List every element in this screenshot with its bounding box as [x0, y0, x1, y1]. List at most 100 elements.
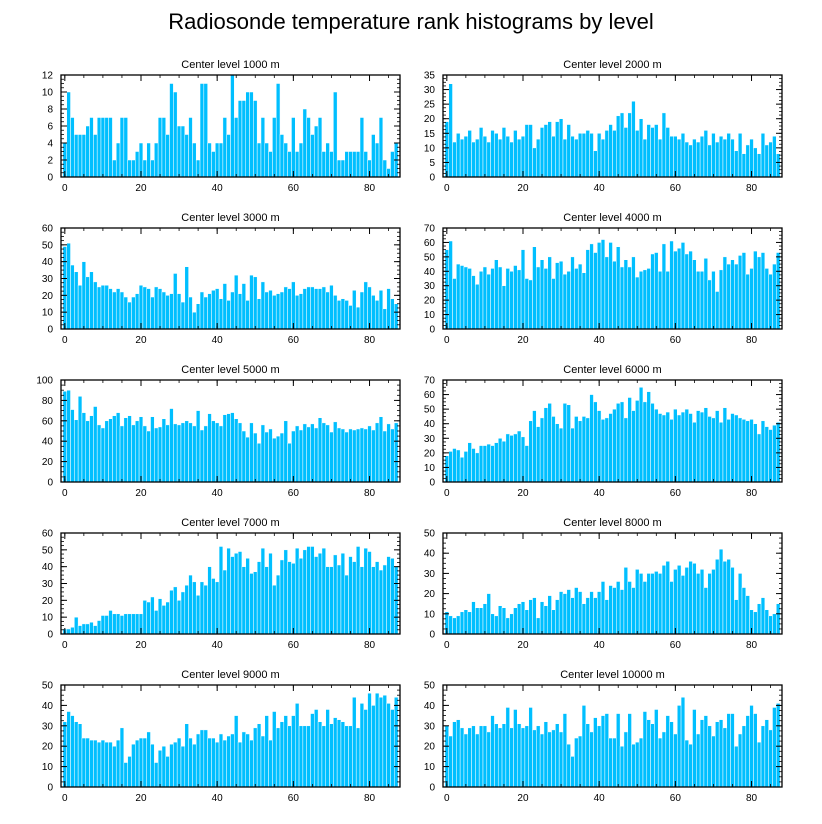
histogram-bar [482, 725, 488, 788]
histogram-bar [597, 591, 602, 635]
histogram-bar [344, 431, 349, 483]
histogram-bar [597, 242, 602, 330]
histogram-bar [456, 719, 461, 788]
histogram-bar [532, 147, 537, 178]
histogram-bar [555, 723, 560, 788]
histogram-bar [272, 711, 277, 788]
histogram-bar [509, 271, 514, 330]
histogram-bar [619, 589, 625, 635]
histogram-bar [448, 83, 453, 178]
histogram-bar [665, 561, 670, 635]
histogram-bar [314, 556, 319, 635]
histogram-bar [638, 387, 644, 483]
histogram-bar [89, 271, 94, 330]
histogram-bar [452, 721, 457, 788]
histogram-bar [619, 401, 625, 483]
histogram-bar [669, 240, 674, 330]
histogram-bar [635, 276, 640, 330]
y-tick-label: 0 [47, 325, 53, 336]
y-tick-label: 20 [424, 114, 436, 125]
histogram-bar [608, 124, 613, 178]
histogram-bar [119, 117, 125, 178]
histogram-bar [260, 424, 266, 483]
histogram-bar [703, 258, 708, 330]
histogram-bar [497, 727, 503, 788]
histogram-bar [711, 133, 716, 178]
histogram-bar [688, 743, 693, 788]
histogram-bar [180, 745, 186, 788]
histogram-bar [348, 725, 353, 788]
histogram-bar [230, 291, 235, 330]
histogram-bar [612, 408, 617, 483]
histogram-bar [696, 271, 701, 330]
histogram-bar [161, 117, 166, 178]
histogram-bar [486, 273, 491, 330]
x-tick-label: 0 [444, 488, 450, 499]
histogram-bar [589, 133, 594, 178]
histogram-bar [218, 546, 224, 635]
histogram-bar [222, 283, 227, 330]
histogram-bar [340, 298, 346, 330]
y-tick-label: 8 [47, 105, 53, 116]
histogram-bar [703, 587, 708, 635]
x-tick-label: 80 [364, 335, 376, 346]
histogram-bar [81, 412, 87, 483]
histogram-bar [70, 264, 75, 330]
histogram-bar [650, 723, 655, 788]
histogram-bar [199, 581, 205, 635]
histogram-bar [448, 615, 453, 635]
histogram-bar [539, 733, 545, 788]
y-tick-label: 50 [424, 405, 436, 416]
y-tick-label: 12 [42, 71, 54, 82]
y-tick-label: 10 [42, 308, 54, 319]
histogram-bar [256, 298, 262, 330]
histogram-bar [325, 424, 330, 483]
histogram-bar [135, 613, 140, 635]
histogram-bar [363, 428, 368, 483]
histogram-bar [165, 134, 170, 178]
histogram-bar [70, 409, 75, 483]
histogram-bar [70, 715, 75, 788]
histogram-bar [180, 591, 186, 635]
histogram-bar [471, 601, 476, 635]
histogram-bar [355, 151, 361, 178]
histogram-bar [463, 609, 469, 635]
histogram-bar [386, 556, 391, 635]
histogram-bar [336, 159, 342, 178]
histogram-bar [298, 725, 304, 788]
histogram-bar [348, 428, 353, 483]
histogram-bar [715, 410, 720, 483]
histogram-bar [295, 547, 300, 635]
histogram-bar [562, 403, 568, 483]
histogram-bar [654, 252, 659, 330]
histogram-bar [764, 144, 769, 178]
histogram-bar [608, 413, 613, 483]
histogram-bar [302, 725, 307, 788]
histogram-bar [355, 727, 361, 788]
histogram-bar [371, 295, 376, 330]
histogram-bar [482, 135, 488, 178]
histogram-bar [623, 259, 628, 330]
histogram-bar [363, 547, 368, 635]
histogram-bar [123, 296, 128, 330]
histogram-bar [600, 419, 606, 483]
y-tick-label: 20 [424, 448, 436, 459]
histogram-bar [135, 739, 140, 788]
histogram-bar [169, 293, 174, 330]
histogram-bar [100, 117, 106, 178]
y-tick-label: 20 [42, 291, 54, 302]
histogram-bar [157, 288, 163, 330]
x-tick-label: 80 [746, 640, 758, 651]
histogram-bar [688, 561, 693, 635]
histogram-bar [509, 141, 514, 178]
y-tick-label: 35 [424, 71, 436, 82]
x-tick-label: 0 [62, 183, 68, 194]
histogram-bar [138, 737, 144, 788]
histogram-bar [169, 408, 174, 483]
histogram-bar [467, 611, 472, 635]
histogram-bar [374, 692, 380, 788]
histogram-bar [176, 125, 182, 178]
histogram-bar [131, 743, 136, 788]
histogram-bar [115, 412, 121, 483]
histogram-bar [494, 133, 499, 178]
